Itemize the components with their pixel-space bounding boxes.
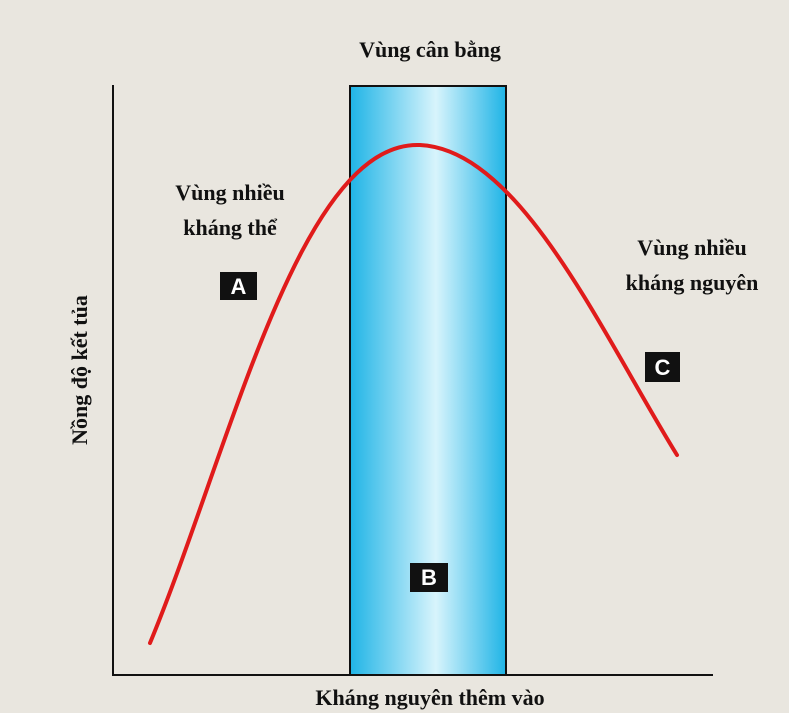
title: Vùng cân bằng xyxy=(359,37,501,62)
marker-box xyxy=(645,352,680,382)
marker: A xyxy=(231,274,247,299)
region-label: Vùng nhiều xyxy=(637,235,746,260)
marker-box xyxy=(220,272,257,300)
marker: B xyxy=(421,565,437,590)
marker: C xyxy=(655,355,671,380)
x-axis-label: Kháng nguyên thêm vào xyxy=(315,685,544,710)
region-label: kháng thể xyxy=(183,215,278,240)
y-axis-label: Nồng độ kết tủa xyxy=(67,295,92,445)
precipitation-curve xyxy=(148,142,679,645)
marker-box xyxy=(410,563,448,592)
region-label: Vùng nhiều xyxy=(175,180,284,205)
region-label: kháng nguyên xyxy=(626,270,759,295)
